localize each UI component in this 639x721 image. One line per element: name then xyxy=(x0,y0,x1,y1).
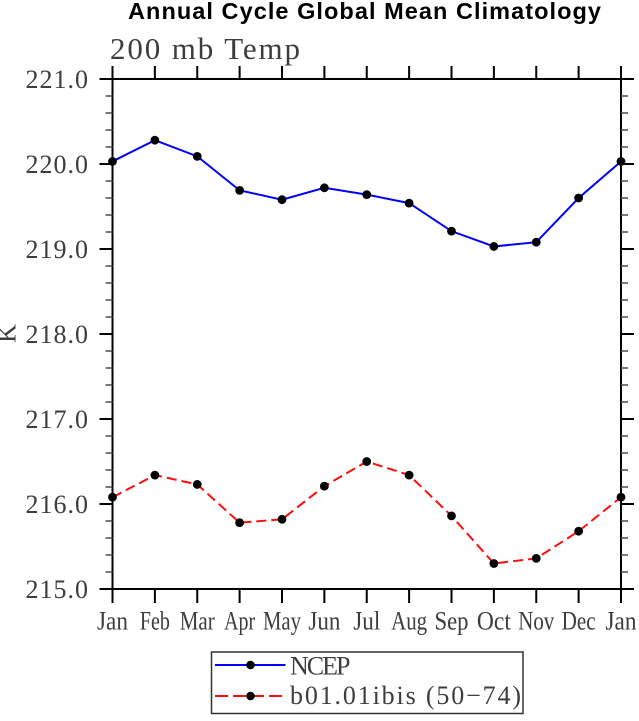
svg-text:Nov: Nov xyxy=(518,607,554,636)
svg-text:NCEP: NCEP xyxy=(290,652,351,681)
svg-text:Feb: Feb xyxy=(140,607,170,636)
svg-text:218.0: 218.0 xyxy=(26,320,89,349)
svg-text:Dec: Dec xyxy=(562,607,596,636)
svg-text:Jun: Jun xyxy=(308,607,340,636)
svg-text:Sep: Sep xyxy=(435,607,469,636)
svg-text:May: May xyxy=(263,607,301,636)
svg-text:216.0: 216.0 xyxy=(26,490,89,519)
svg-text:219.0: 219.0 xyxy=(26,235,89,264)
svg-text:Aug: Aug xyxy=(391,607,427,636)
svg-text:215.0: 215.0 xyxy=(26,575,89,604)
svg-text:217.0: 217.0 xyxy=(26,405,89,434)
svg-text:Jan: Jan xyxy=(97,607,128,636)
svg-text:Jan: Jan xyxy=(606,607,637,636)
svg-text:Oct: Oct xyxy=(477,607,512,636)
svg-text:Mar: Mar xyxy=(180,607,215,636)
svg-text:Annual Cycle Global Mean Clima: Annual Cycle Global Mean Climatology xyxy=(128,0,601,24)
svg-text:b01.01ibis (50−74): b01.01ibis (50−74) xyxy=(290,681,521,710)
svg-text:220.0: 220.0 xyxy=(26,150,89,179)
svg-text:221.0: 221.0 xyxy=(26,65,89,94)
svg-text:K: K xyxy=(0,324,21,343)
svg-text:Apr: Apr xyxy=(224,607,255,636)
svg-text:200 mb Temp: 200 mb Temp xyxy=(110,31,300,66)
svg-text:Jul: Jul xyxy=(353,607,380,636)
